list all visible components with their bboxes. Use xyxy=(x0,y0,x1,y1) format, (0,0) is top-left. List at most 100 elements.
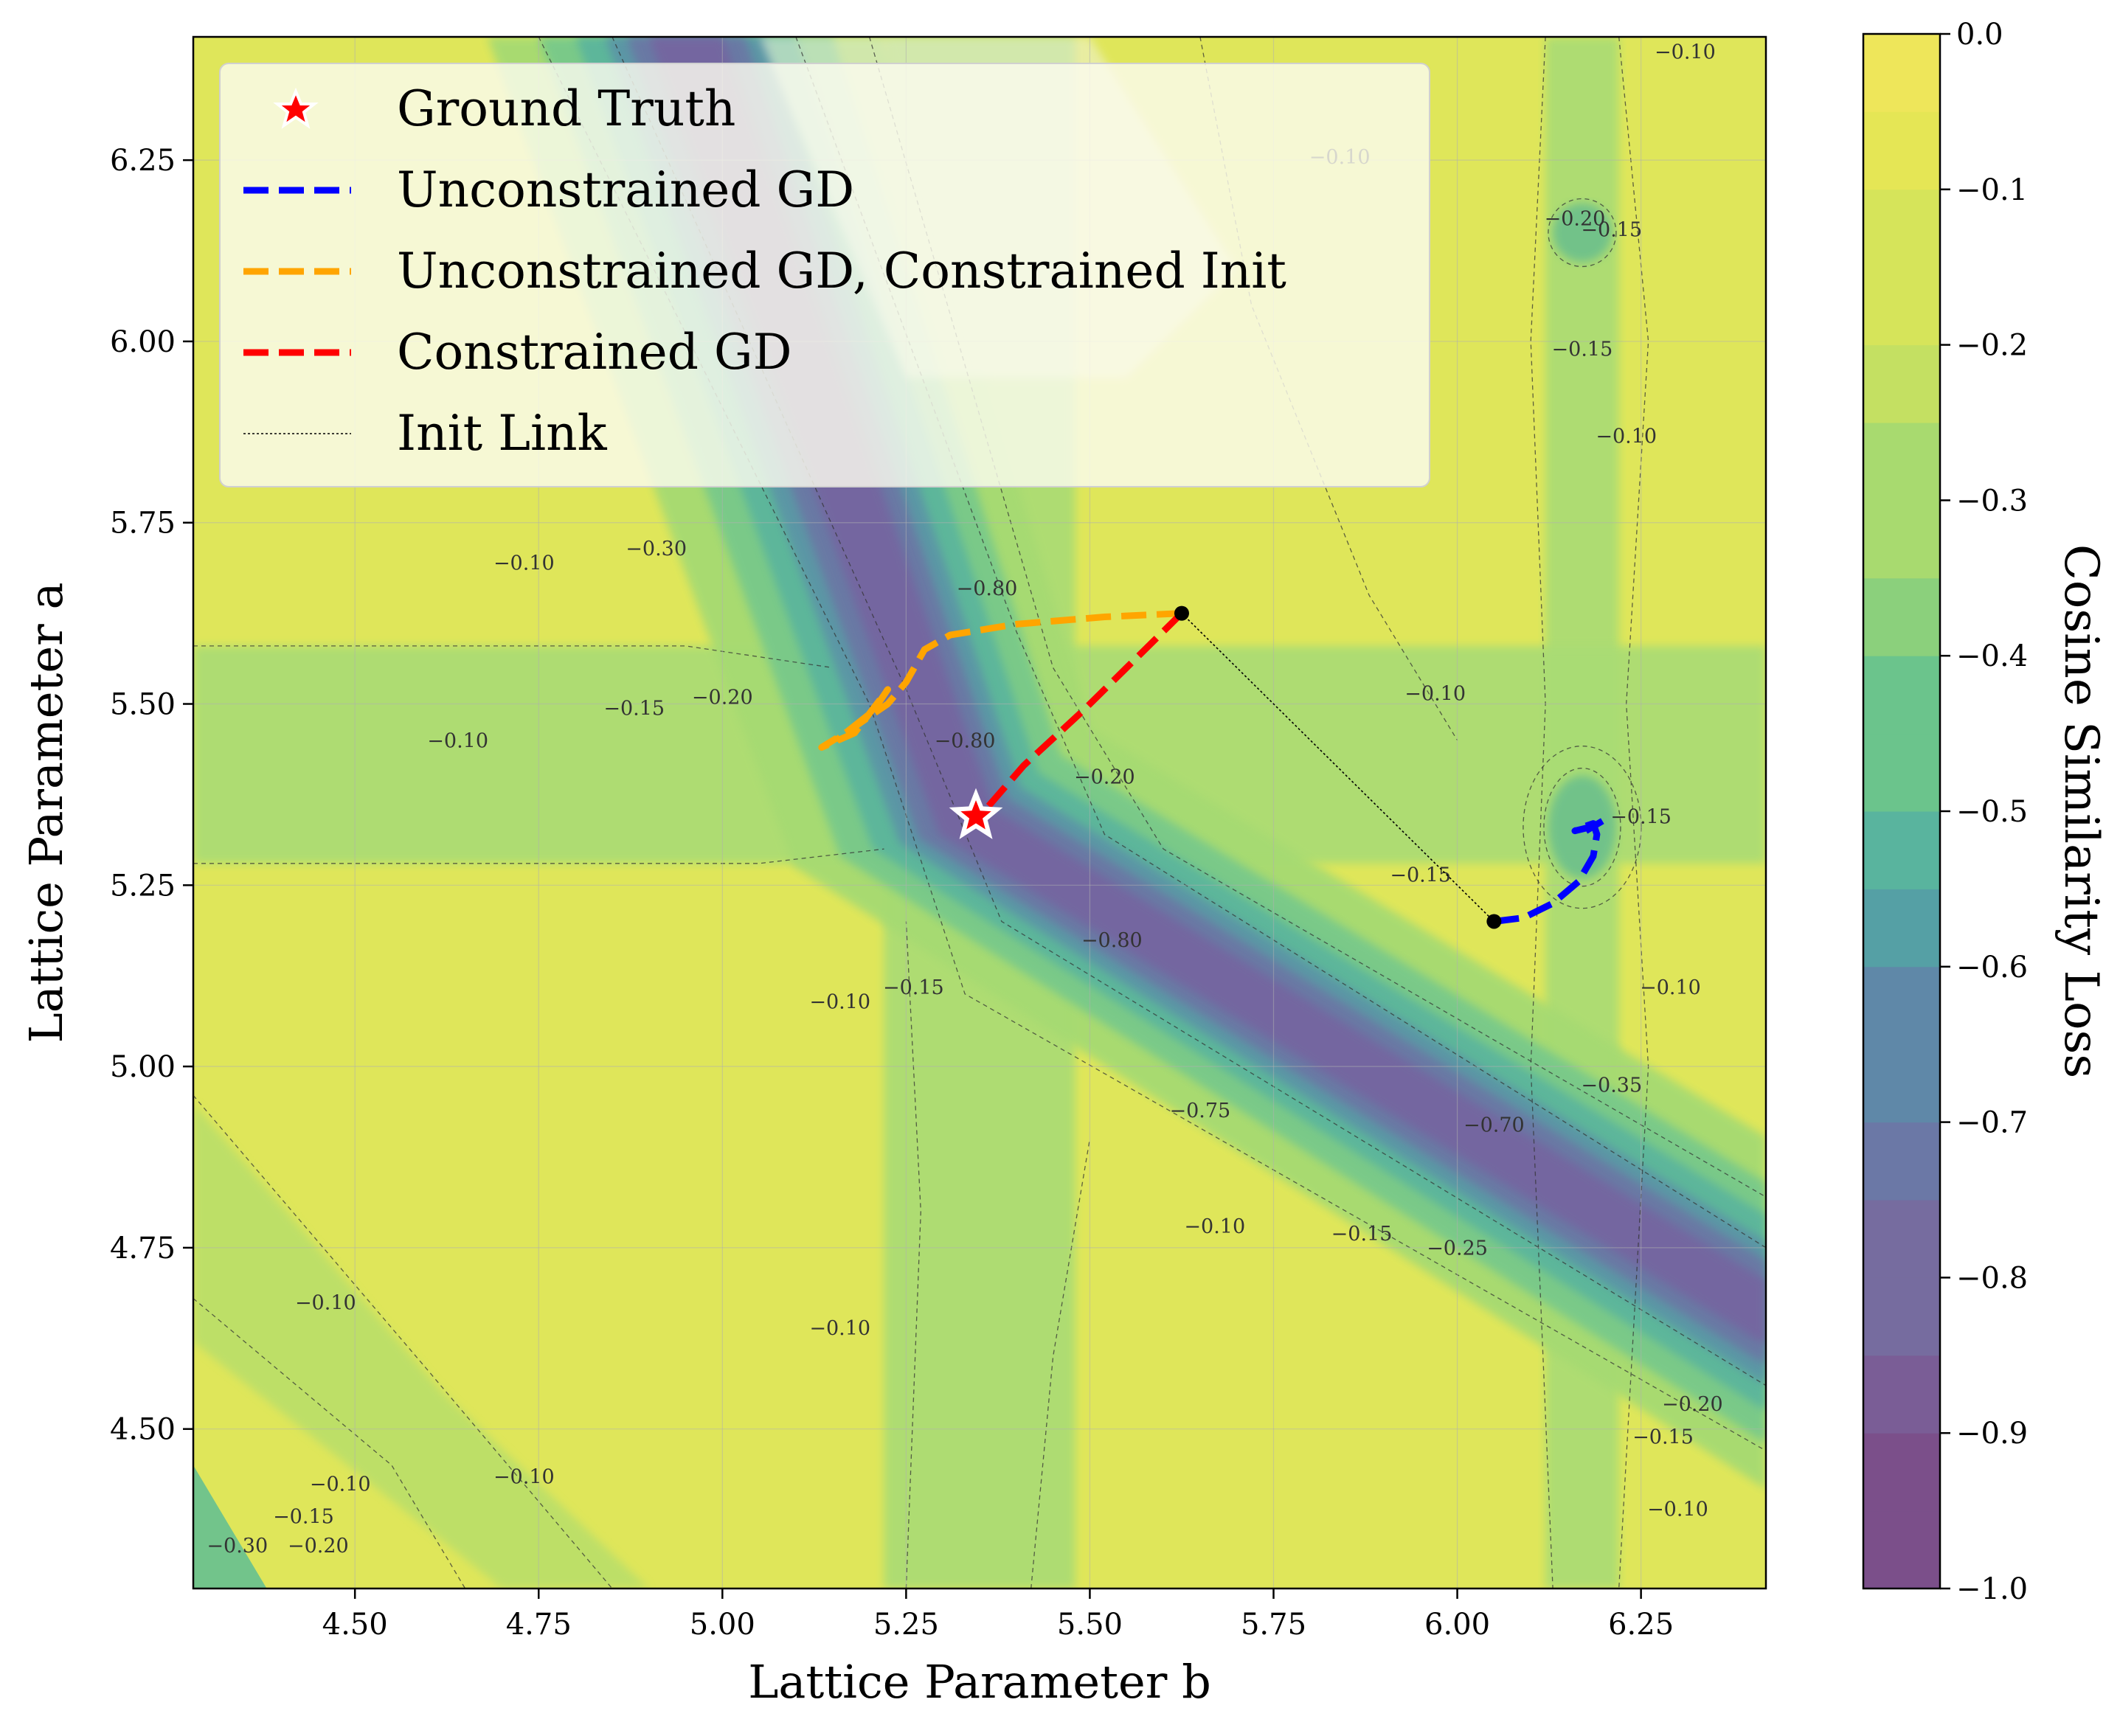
legend-entry-ground-truth: Ground Truth xyxy=(273,80,735,137)
colorbar-band-15 xyxy=(1863,344,1940,423)
contour-label-14: −0.20 xyxy=(1074,766,1135,789)
colorbar-band-6 xyxy=(1863,1044,1940,1123)
x-tick-label-4: 5.50 xyxy=(1057,1608,1123,1642)
contour-label-19: −0.15 xyxy=(883,976,944,999)
colorbar-tick-label-1: −0.1 xyxy=(1956,173,2028,207)
contour-label-30: −0.15 xyxy=(1632,1426,1694,1448)
x-axis: 4.50 4.75 5.00 5.25 5.50 5.75 6.00 6.25 xyxy=(322,1589,1674,1642)
contour-label-29: −0.20 xyxy=(1662,1393,1723,1416)
x-axis-label: Lattice Parameter b xyxy=(748,1655,1211,1709)
colorbar-tick-label-9: −0.9 xyxy=(1956,1417,2028,1451)
contour-label-20: −0.10 xyxy=(1640,976,1701,999)
colorbar-band-7 xyxy=(1863,966,1940,1045)
y-tick-label-1: 4.75 xyxy=(110,1232,176,1265)
colorbar-band-10 xyxy=(1863,733,1940,812)
colorbar-tick-label-2: −0.2 xyxy=(1956,329,2028,363)
colorbar-band-3 xyxy=(1863,1277,1940,1356)
series-line-unconstrained-gd-constrained-init xyxy=(818,610,1182,751)
contour-label-24: −0.10 xyxy=(1184,1215,1245,1238)
contour-label-11: −0.20 xyxy=(692,687,753,709)
contour-label-17: −0.80 xyxy=(1081,929,1143,952)
contour-label-9: −0.10 xyxy=(1404,683,1466,706)
series-layer xyxy=(818,605,1608,929)
y-tick-label-3: 5.25 xyxy=(110,869,176,903)
colorbar-ticks: 0.0 −0.1 −0.2 −0.3 −0.4 −0.5 −0.6 −0.7 −0.8 −0.9 −… xyxy=(1940,18,2028,1606)
colorbar-tick-label-6: −0.6 xyxy=(1956,951,2028,985)
series-line-constrained-gd xyxy=(977,611,1185,819)
legend-box xyxy=(219,63,1430,487)
band-lower-left xyxy=(193,1103,649,1589)
contour-label-34: −0.20 xyxy=(288,1535,349,1558)
colorbar-tick-label-5: −0.5 xyxy=(1956,795,2028,829)
colorbar-band-4 xyxy=(1863,1200,1940,1278)
contour-labels: −0.10 −0.10 −0.20 −0.15 −0.15 −0.10 −0.10 −0.30… xyxy=(207,41,1722,1557)
legend-entry-constrained-init: Unconstrained GD, Constrained Init xyxy=(243,243,1286,299)
contour-label-26: −0.25 xyxy=(1427,1237,1488,1260)
contour-label-6: −0.10 xyxy=(493,552,555,575)
contour-ring-1 xyxy=(1548,198,1617,268)
colorbar-band-5 xyxy=(1863,1122,1940,1201)
contour-line-8 xyxy=(905,921,921,1589)
contour-label-8: −0.80 xyxy=(957,577,1018,600)
contour-label-5: −0.10 xyxy=(1596,426,1657,448)
colorbar-band-0 xyxy=(1863,1510,1940,1589)
colorbar-band-11 xyxy=(1863,656,1940,735)
y-tick-label-5: 5.75 xyxy=(110,507,176,541)
legend-entry-constrained-gd: Constrained GD xyxy=(243,324,792,381)
colorbar-label: Cosine Similarity Loss xyxy=(2054,544,2108,1078)
contour-label-23: −0.70 xyxy=(1463,1114,1525,1137)
contour-line-6 xyxy=(193,1094,613,1589)
y-axis-label: Lattice Parameter a xyxy=(19,583,73,1044)
colorbar-tick-label-7: −0.7 xyxy=(1956,1106,2028,1140)
colorbar-band-18 xyxy=(1863,111,1940,190)
x-tick-label-3: 5.25 xyxy=(873,1608,939,1642)
contour-line-0 xyxy=(538,37,1766,1451)
y-tick-label-7: 6.25 xyxy=(110,144,176,178)
colorbar-tick-label-8: −0.8 xyxy=(1956,1261,2028,1295)
contour-label-7: −0.30 xyxy=(626,538,687,560)
y-tick-label-0: 4.50 xyxy=(110,1413,176,1447)
contour-label-31: −0.10 xyxy=(493,1465,555,1488)
x-tick-label-1: 4.75 xyxy=(506,1608,572,1642)
colorbar-band-8 xyxy=(1863,889,1940,968)
contour-label-28: −0.10 xyxy=(809,1317,870,1340)
colorbar-band-16 xyxy=(1863,267,1940,346)
colorbar-tick-label-4: −0.4 xyxy=(1956,639,2028,673)
legend-label-unconstrained-gd: Unconstrained GD xyxy=(397,162,854,218)
contour-label-10: −0.15 xyxy=(603,697,665,720)
legend-label-constrained-init: Unconstrained GD, Constrained Init xyxy=(397,243,1286,299)
x-tick-label-0: 4.50 xyxy=(322,1608,388,1642)
legend-entry-init-link: Init Link xyxy=(243,405,608,462)
series-line-unconstrained-gd xyxy=(1493,816,1608,925)
x-tick-label-2: 5.00 xyxy=(690,1608,755,1642)
x-tick-label-7: 6.25 xyxy=(1608,1608,1674,1642)
contour-label-25: −0.15 xyxy=(1331,1223,1393,1246)
legend-star-icon xyxy=(273,87,319,129)
contour-label-22: −0.35 xyxy=(1581,1074,1642,1097)
contour-label-21: −0.75 xyxy=(1170,1100,1231,1122)
contour-label-0: −0.10 xyxy=(1655,41,1716,63)
contour-label-35: −0.30 xyxy=(207,1535,268,1558)
contour-label-13: −0.80 xyxy=(935,730,996,753)
colorbar: 0.0 −0.1 −0.2 −0.3 −0.4 −0.5 −0.6 −0.7 −0.8 −0.9 −… xyxy=(1862,18,2108,1606)
contour-label-2: −0.20 xyxy=(1545,208,1606,231)
colorbar-tick-label-3: −0.3 xyxy=(1956,484,2028,518)
contour-label-16: −0.15 xyxy=(1390,864,1451,886)
colorbar-band-19 xyxy=(1863,34,1940,112)
contour-label-15: −0.15 xyxy=(1610,806,1672,829)
corner-basin xyxy=(193,1465,267,1589)
ground-truth-star xyxy=(949,788,1003,839)
y-tick-label-4: 5.50 xyxy=(110,688,176,722)
contour-label-27: −0.10 xyxy=(295,1291,356,1314)
colorbar-tick-label-10: −1.0 xyxy=(1956,1572,2028,1606)
legend: Ground Truth Unconstrained GD Unconstrai… xyxy=(219,63,1430,487)
contour-label-12: −0.10 xyxy=(427,730,488,753)
init-point-0 xyxy=(1174,605,1189,621)
legend-label-ground-truth: Ground Truth xyxy=(397,80,735,137)
contour-label-18: −0.10 xyxy=(809,990,870,1013)
colorbar-band-14 xyxy=(1863,423,1940,501)
colorbar-tick-label-0: 0.0 xyxy=(1956,18,2003,52)
contour-ring-0 xyxy=(1543,768,1621,887)
contour-line-5 xyxy=(193,848,884,864)
